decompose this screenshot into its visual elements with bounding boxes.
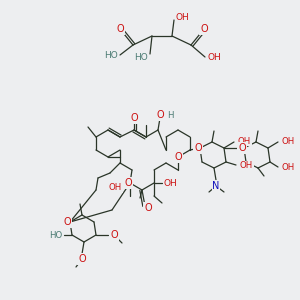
- Text: O: O: [200, 24, 208, 34]
- Text: O: O: [174, 152, 182, 162]
- Text: O: O: [63, 217, 71, 227]
- Text: H: H: [167, 110, 173, 119]
- Text: O: O: [110, 230, 118, 240]
- Text: OH: OH: [240, 161, 253, 170]
- Text: N: N: [212, 181, 220, 191]
- Text: OH: OH: [282, 164, 295, 172]
- Text: HO: HO: [134, 52, 148, 62]
- Text: O: O: [116, 24, 124, 34]
- Text: O: O: [78, 254, 86, 264]
- Text: O: O: [156, 110, 164, 120]
- Text: HO: HO: [104, 50, 118, 59]
- Text: HO: HO: [49, 230, 62, 239]
- Text: OH: OH: [282, 136, 295, 146]
- Text: OH: OH: [109, 184, 122, 193]
- Text: OH: OH: [238, 136, 251, 146]
- Text: O: O: [238, 143, 246, 153]
- Text: O: O: [144, 203, 152, 213]
- Text: OH: OH: [207, 52, 221, 62]
- Text: O: O: [124, 178, 132, 188]
- Text: OH: OH: [164, 178, 178, 188]
- Text: OH: OH: [176, 14, 190, 22]
- Text: O: O: [130, 113, 138, 123]
- Text: O: O: [194, 143, 202, 153]
